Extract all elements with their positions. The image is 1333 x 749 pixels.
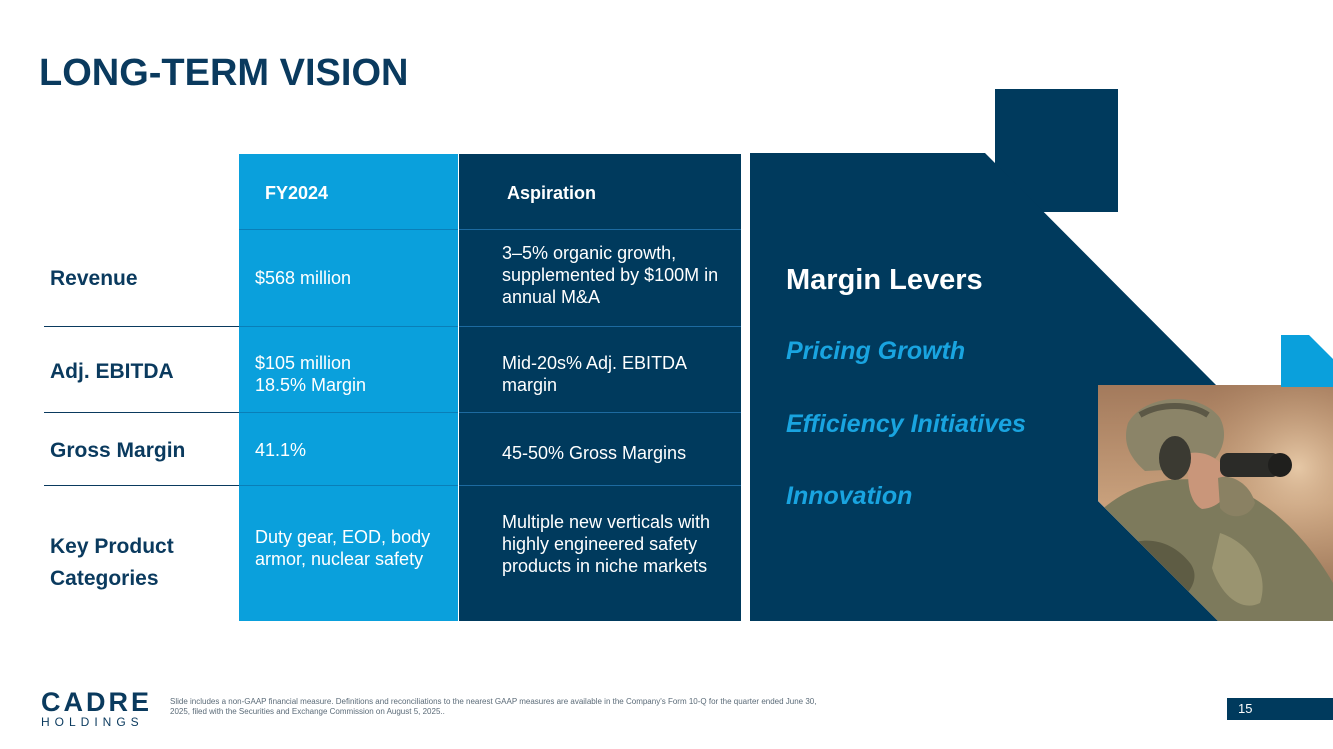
- margin-levers-title: Margin Levers: [786, 264, 983, 296]
- page-title: LONG-TERM VISION: [39, 52, 409, 94]
- logo-subtitle: HOLDINGS: [41, 715, 144, 729]
- row-divider: [459, 326, 741, 327]
- page-number-badge: 15: [1227, 698, 1333, 720]
- row-divider: [239, 229, 458, 230]
- cell-aspiration-revenue: 3–5% organic growth, supplemented by $10…: [502, 243, 719, 307]
- row-divider: [459, 229, 741, 230]
- lever-pricing-growth: Pricing Growth: [786, 337, 966, 365]
- row-label-gross-margin: Gross Margin: [50, 439, 186, 462]
- lever-innovation: Innovation: [786, 482, 913, 510]
- decorative-triangle: [1281, 335, 1333, 387]
- cell-fy-adj-ebitda: $105 million 18.5% Margin: [255, 353, 367, 395]
- row-divider: [459, 412, 741, 413]
- row-label-key-product-categories: Key Product Categories: [50, 535, 174, 590]
- cell-fy-revenue: $568 million: [255, 268, 352, 288]
- row-divider: [239, 485, 458, 486]
- cell-aspiration-key-product-categories: Multiple new verticals with highly engin…: [502, 512, 711, 576]
- row-divider: [44, 326, 239, 327]
- logo-wordmark: CADRE: [41, 687, 153, 717]
- company-logo: CADRE HOLDINGS: [41, 687, 153, 730]
- row-label-adj-ebitda: Adj. EBITDA: [50, 360, 174, 383]
- soldier-binoculars-photo: [1098, 385, 1333, 621]
- footnote: Slide includes a non-GAAP financial meas…: [170, 697, 817, 716]
- row-label-revenue: Revenue: [50, 267, 138, 290]
- cell-aspiration-gross-margin: 45-50% Gross Margins: [502, 443, 687, 463]
- aspiration-header: Aspiration: [507, 183, 597, 203]
- row-divider: [44, 485, 239, 486]
- row-divider: [239, 326, 458, 327]
- row-divider: [239, 412, 458, 413]
- row-divider: [459, 485, 741, 486]
- page-number: 15: [1238, 701, 1253, 716]
- cell-aspiration-adj-ebitda: Mid-20s% Adj. EBITDA margin: [502, 353, 687, 395]
- fy2024-header: FY2024: [265, 183, 329, 203]
- margin-levers-panel: [750, 153, 1333, 621]
- row-divider: [44, 412, 239, 413]
- cell-fy-gross-margin: 41.1%: [255, 440, 307, 460]
- cell-fy-key-product-categories: Duty gear, EOD, body armor, nuclear safe…: [255, 527, 431, 569]
- aspiration-column: [459, 154, 741, 621]
- fy2024-column: [239, 154, 458, 621]
- lever-efficiency-initiatives: Efficiency Initiatives: [786, 410, 1026, 438]
